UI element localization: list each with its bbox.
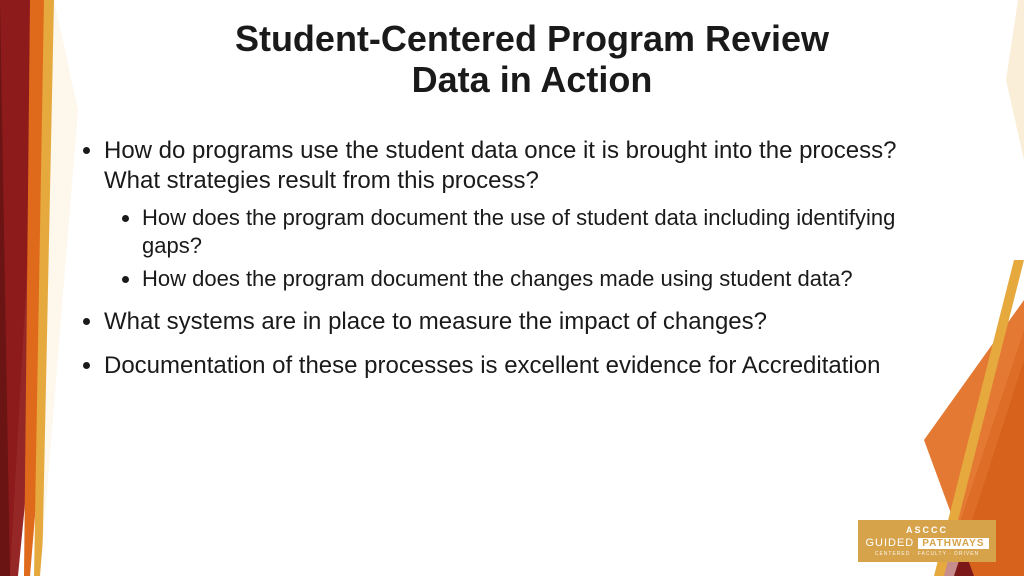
footer-logo: ASCCC GUIDED PATHWAYS CENTERED · FACULTY… xyxy=(858,520,996,562)
title-line-2: Data in Action xyxy=(412,59,653,100)
bullet-1a: How does the program document the use of… xyxy=(142,204,954,259)
slide: Student-Centered Program Review Data in … xyxy=(0,0,1024,576)
bullet-2: What systems are in place to measure the… xyxy=(104,307,954,337)
slide-body: How do programs use the student data onc… xyxy=(82,136,954,395)
left-accent-shapes xyxy=(0,0,90,576)
logo-bottom-text: CENTERED · FACULTY · DRIVEN xyxy=(875,551,979,557)
title-line-1: Student-Centered Program Review xyxy=(235,18,829,59)
slide-title: Student-Centered Program Review Data in … xyxy=(100,18,964,101)
bullet-3: Documentation of these processes is exce… xyxy=(104,351,954,381)
logo-mid-left: GUIDED xyxy=(865,537,914,549)
logo-mid: GUIDED PATHWAYS xyxy=(865,537,988,549)
bullet-1-text: How do programs use the student data onc… xyxy=(104,137,896,194)
bullet-1b: How does the program document the change… xyxy=(142,265,954,293)
logo-top-text: ASCCC xyxy=(906,525,948,535)
bullet-1: How do programs use the student data onc… xyxy=(104,136,954,293)
logo-mid-right: PATHWAYS xyxy=(918,538,988,549)
